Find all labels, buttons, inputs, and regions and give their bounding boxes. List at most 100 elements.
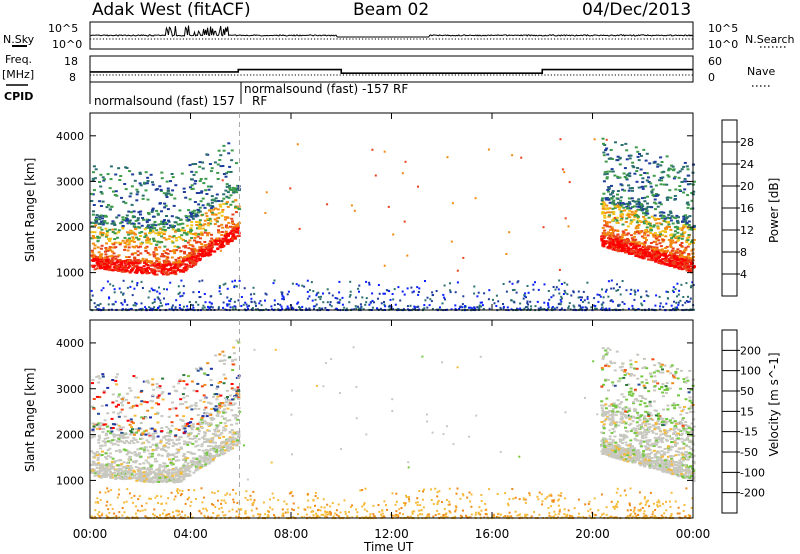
data-cell [142,450,146,453]
data-cell [661,230,665,233]
data-cell [184,422,187,425]
data-cell [152,436,156,439]
data-cell [189,230,192,233]
data-cell [149,228,153,231]
data-cell [667,291,669,293]
data-cell [107,468,111,471]
data-cell [634,291,637,294]
data-cell [686,216,690,219]
data-cell [610,168,614,171]
data-cell [158,387,162,390]
data-cell [215,243,219,246]
data-cell [660,250,664,253]
data-cell [90,468,94,471]
data-cell [108,265,112,267]
data-cell [118,264,122,267]
data-cell [164,264,168,266]
data-cell [92,204,96,206]
data-cell [358,307,361,310]
data-cell [374,174,377,177]
data-cell [449,291,452,294]
data-cell [153,480,156,483]
data-cell [593,304,596,307]
data-cell [217,225,221,228]
data-cell [635,231,639,233]
data-cell [287,290,290,293]
data-cell [596,293,599,296]
data-cell [202,460,206,463]
data-cell [358,290,360,293]
data-cell [149,226,153,228]
nsearch-label: N.Search [745,33,795,46]
data-cell [644,159,648,162]
data-cell [619,210,623,213]
data-cell [610,287,613,290]
data-cell [199,237,202,240]
data-cell [621,188,625,191]
data-cell [223,417,227,420]
data-cell [161,304,164,307]
data-cell [678,251,682,254]
data-cell [93,255,97,258]
data-cell [678,250,682,252]
data-cell [235,162,238,165]
data-cell [184,266,188,269]
data-cell [221,402,225,404]
data-cell [368,283,371,286]
data-cell [198,206,202,209]
data-cell [98,426,102,429]
data-cell [121,437,125,439]
data-cell [206,247,210,250]
data-cell [290,308,293,310]
data-cell [152,223,156,226]
data-cell [218,404,222,407]
data-cell [649,182,653,185]
data-cell [396,308,399,311]
data-cell [638,220,642,223]
data-cell [126,231,129,234]
data-cell [620,218,624,220]
data-cell [169,250,172,253]
data-cell [237,442,241,445]
data-cell [233,284,236,287]
data-cell [630,210,634,213]
data-cell [522,297,525,300]
data-cell [175,299,178,302]
data-cell [99,256,102,259]
data-cell [143,400,147,403]
data-cell [633,232,637,235]
data-cell [458,307,461,310]
data-cell [286,305,289,308]
data-cell [601,207,605,210]
data-cell [658,211,662,214]
data-cell [676,258,680,261]
data-cell [122,435,126,438]
data-cell [140,271,143,274]
data-cell [141,307,144,310]
data-cell [670,263,674,266]
data-cell [101,472,105,475]
data-cell [220,231,224,233]
data-cell [158,202,162,205]
data-cell [685,300,688,302]
data-cell [100,404,104,407]
data-cell [185,475,189,477]
data-cell [617,243,621,246]
data-cell [650,190,654,193]
data-cell [110,257,114,260]
data-cell [611,200,615,203]
data-cell [608,201,612,204]
data-cell [139,422,143,424]
data-cell [686,245,690,248]
data-cell [220,432,224,435]
data-cell [191,459,195,462]
data-cell [610,184,613,187]
data-cell [144,429,148,432]
data-cell [680,283,683,286]
data-cell [600,203,604,205]
data-cell [222,144,226,147]
data-cell [182,396,186,399]
data-cell [641,181,645,184]
data-cell [681,304,684,307]
data-cell [103,214,107,217]
